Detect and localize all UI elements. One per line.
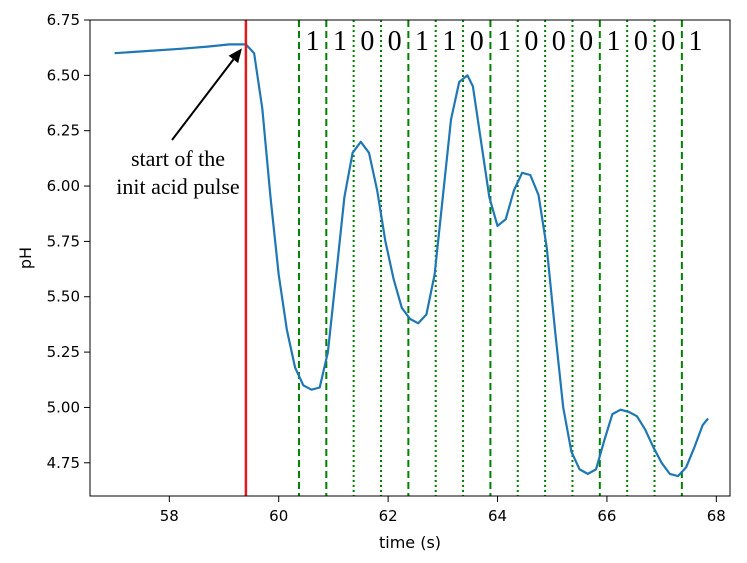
ph-series-line xyxy=(114,43,709,478)
bit-label: 0 xyxy=(470,26,484,57)
annotation-arrow xyxy=(171,58,235,141)
bit-label: 1 xyxy=(333,26,347,57)
x-tick-label: 60 xyxy=(269,507,288,525)
y-tick-label: 5.25 xyxy=(47,343,80,361)
y-tick-label: 4.75 xyxy=(47,454,80,472)
y-tick-label: 5.00 xyxy=(47,398,80,416)
bit-label: 0 xyxy=(360,26,374,57)
bit-label: 1 xyxy=(306,26,320,57)
x-tick-label: 66 xyxy=(597,507,616,525)
x-tick-label: 68 xyxy=(707,507,726,525)
x-tick-label: 58 xyxy=(160,507,179,525)
y-tick-label: 5.50 xyxy=(47,288,80,306)
x-tick-label: 64 xyxy=(488,507,507,525)
bit-label: 1 xyxy=(442,26,456,57)
annotation-arrow-head xyxy=(228,48,242,64)
bit-label: 0 xyxy=(661,26,675,57)
annotation-line-1: start of the xyxy=(131,146,225,171)
series-layer xyxy=(114,20,709,496)
y-tick-label: 6.50 xyxy=(47,66,80,84)
annotation-line-2: init acid pulse xyxy=(116,174,239,199)
plot-frame xyxy=(89,19,731,497)
bit-label: 1 xyxy=(415,26,429,57)
y-tick-label: 5.75 xyxy=(47,232,80,250)
bit-label: 0 xyxy=(579,26,593,57)
bit-label: 1 xyxy=(606,26,620,57)
bit-label: 0 xyxy=(524,26,538,57)
y-axis-title: pH xyxy=(16,247,35,269)
y-tick-label: 6.25 xyxy=(47,122,80,140)
marker-lines xyxy=(297,20,683,496)
x-tick-label: 62 xyxy=(379,507,398,525)
y-tick-label: 6.00 xyxy=(47,177,80,195)
bit-label: 1 xyxy=(497,26,511,57)
y-tick-label: 6.75 xyxy=(47,11,80,29)
bit-label: 0 xyxy=(634,26,648,57)
bit-label: 0 xyxy=(552,26,566,57)
bit-label: 1 xyxy=(689,26,703,57)
bit-label: 0 xyxy=(388,26,402,57)
x-axis-title: time (s) xyxy=(379,533,441,552)
annotation: start of the init acid pulse xyxy=(116,48,242,199)
tick-marks: 58 60 62 64 66 68 4.75 5.00 5.25 5.50 5.75 6.00 6.25… xyxy=(47,11,726,525)
